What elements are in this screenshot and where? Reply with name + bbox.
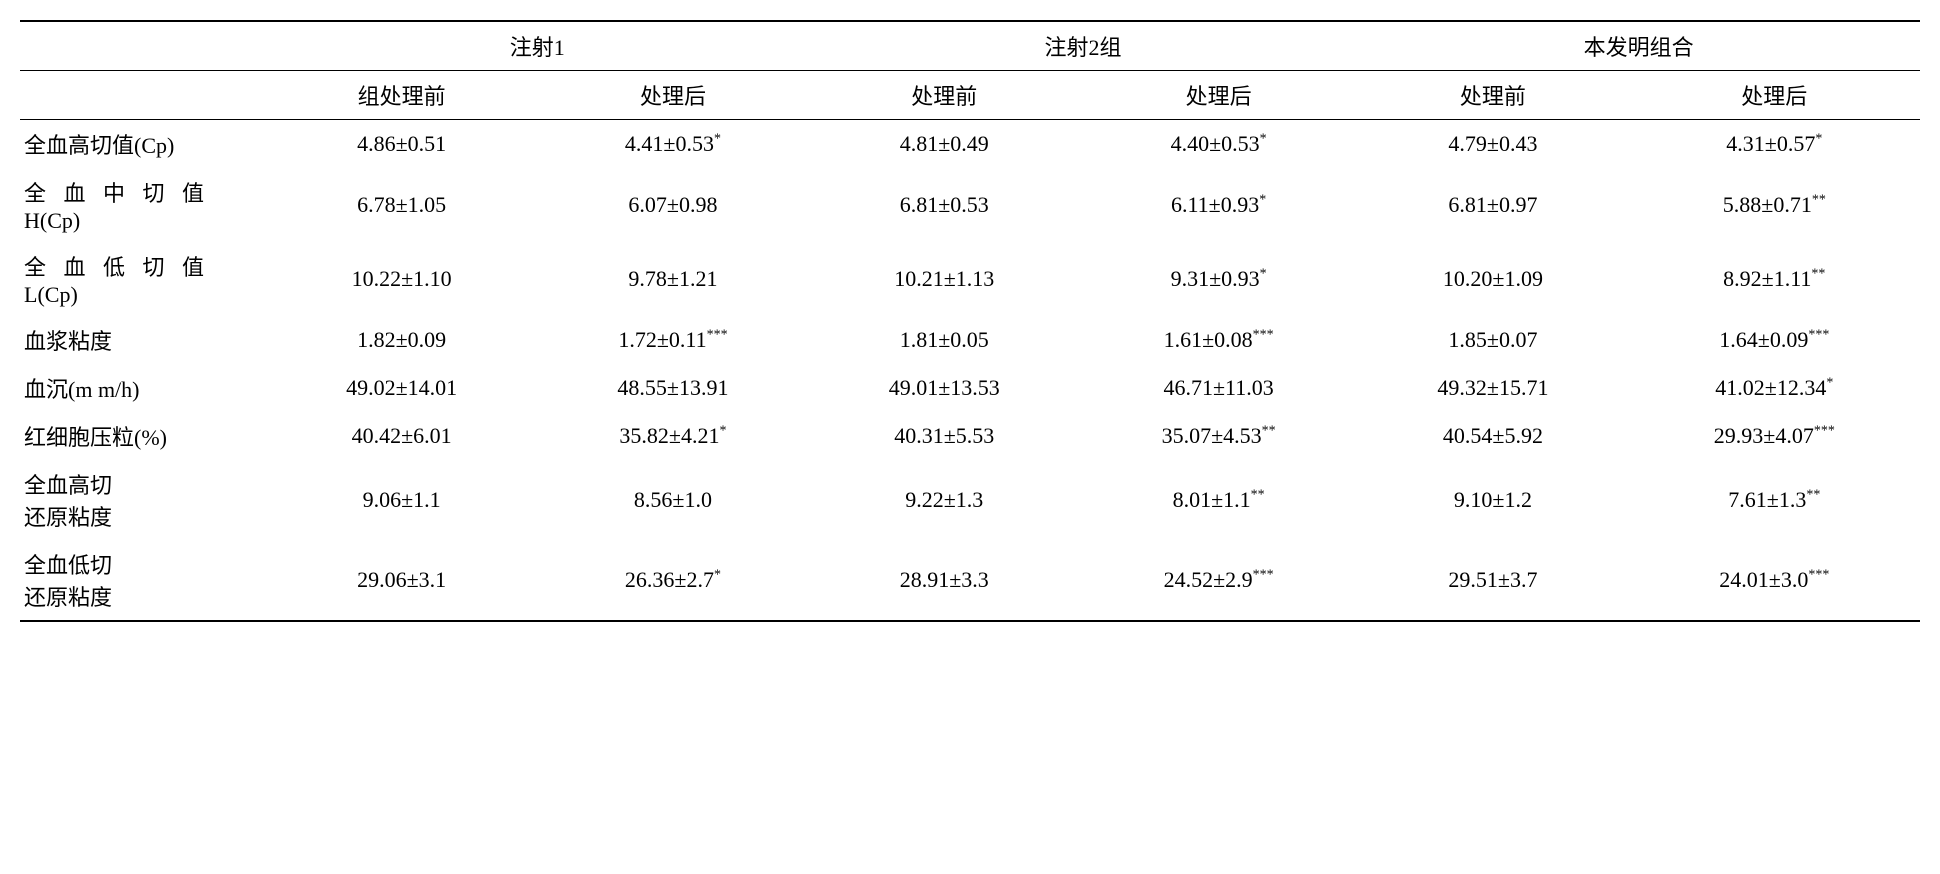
table-row: 血沉(m m/h)49.02±14.0148.55±13.9149.01±13.… — [20, 364, 1920, 412]
sub-header-4: 处理前 — [1357, 71, 1628, 120]
table-cell: 26.36±2.7* — [537, 540, 808, 621]
table-cell: 35.07±4.53** — [1080, 412, 1357, 460]
table-cell: 1.61±0.08*** — [1080, 316, 1357, 364]
table-cell: 24.01±3.0*** — [1629, 540, 1920, 621]
table-cell: 9.10±1.2 — [1357, 460, 1628, 540]
table-row: 全 血 中 切 值H(Cp)6.78±1.056.07±0.986.81±0.5… — [20, 168, 1920, 242]
table-row: 全血高切值(Cp)4.86±0.514.41±0.53*4.81±0.494.4… — [20, 120, 1920, 169]
group-header-1: 注射1 — [266, 21, 809, 71]
table-cell: 35.82±4.21* — [537, 412, 808, 460]
row-label: 血沉(m m/h) — [20, 364, 266, 412]
table-cell: 4.81±0.49 — [809, 120, 1080, 169]
table-cell: 8.56±1.0 — [537, 460, 808, 540]
group-header-3: 本发明组合 — [1357, 21, 1920, 71]
sub-header-2: 处理前 — [809, 71, 1080, 120]
table-cell: 41.02±12.34* — [1629, 364, 1920, 412]
table-cell: 1.82±0.09 — [266, 316, 537, 364]
table-row: 血浆粘度1.82±0.091.72±0.11***1.81±0.051.61±0… — [20, 316, 1920, 364]
sub-header-5: 处理后 — [1629, 71, 1920, 120]
table-cell: 1.85±0.07 — [1357, 316, 1628, 364]
table-cell: 4.41±0.53* — [537, 120, 808, 169]
group-header-row: 注射1 注射2组 本发明组合 — [20, 21, 1920, 71]
table-cell: 7.61±1.3** — [1629, 460, 1920, 540]
table-cell: 10.20±1.09 — [1357, 242, 1628, 316]
row-label: 全血高切值(Cp) — [20, 120, 266, 169]
sub-header-row: 组处理前 处理后 处理前 处理后 处理前 处理后 — [20, 71, 1920, 120]
table-cell: 40.42±6.01 — [266, 412, 537, 460]
table-cell: 8.01±1.1** — [1080, 460, 1357, 540]
table-cell: 29.51±3.7 — [1357, 540, 1628, 621]
sub-header-0: 组处理前 — [266, 71, 537, 120]
table-cell: 29.93±4.07*** — [1629, 412, 1920, 460]
table-cell: 49.32±15.71 — [1357, 364, 1628, 412]
sub-header-3: 处理后 — [1080, 71, 1357, 120]
table-cell: 1.64±0.09*** — [1629, 316, 1920, 364]
row-label: 全血低切还原粘度 — [20, 540, 266, 621]
row-label: 血浆粘度 — [20, 316, 266, 364]
table-cell: 8.92±1.11** — [1629, 242, 1920, 316]
table-cell: 24.52±2.9*** — [1080, 540, 1357, 621]
row-label: 全血高切还原粘度 — [20, 460, 266, 540]
table-cell: 9.22±1.3 — [809, 460, 1080, 540]
table-cell: 4.40±0.53* — [1080, 120, 1357, 169]
table-cell: 5.88±0.71** — [1629, 168, 1920, 242]
table-cell: 9.31±0.93* — [1080, 242, 1357, 316]
sub-header-empty — [20, 71, 266, 120]
header-empty — [20, 21, 266, 71]
table-cell: 29.06±3.1 — [266, 540, 537, 621]
table-row: 全血低切还原粘度29.06±3.126.36±2.7*28.91±3.324.5… — [20, 540, 1920, 621]
table-cell: 6.81±0.97 — [1357, 168, 1628, 242]
table-row: 全血高切还原粘度9.06±1.18.56±1.09.22±1.38.01±1.1… — [20, 460, 1920, 540]
row-label: 全 血 中 切 值H(Cp) — [20, 168, 266, 242]
table-cell: 6.78±1.05 — [266, 168, 537, 242]
table-cell: 9.06±1.1 — [266, 460, 537, 540]
table-cell: 28.91±3.3 — [809, 540, 1080, 621]
row-label: 全 血 低 切 值L(Cp) — [20, 242, 266, 316]
row-label: 红细胞压粒(%) — [20, 412, 266, 460]
table-cell: 9.78±1.21 — [537, 242, 808, 316]
table-cell: 1.72±0.11*** — [537, 316, 808, 364]
table-cell: 4.79±0.43 — [1357, 120, 1628, 169]
table-cell: 1.81±0.05 — [809, 316, 1080, 364]
table-cell: 46.71±11.03 — [1080, 364, 1357, 412]
table-row: 红细胞压粒(%)40.42±6.0135.82±4.21*40.31±5.533… — [20, 412, 1920, 460]
table-cell: 6.81±0.53 — [809, 168, 1080, 242]
group-header-2: 注射2组 — [809, 21, 1358, 71]
table-cell: 40.31±5.53 — [809, 412, 1080, 460]
table-cell: 6.07±0.98 — [537, 168, 808, 242]
table-cell: 4.86±0.51 — [266, 120, 537, 169]
table-cell: 10.22±1.10 — [266, 242, 537, 316]
table-cell: 40.54±5.92 — [1357, 412, 1628, 460]
sub-header-1: 处理后 — [537, 71, 808, 120]
table-cell: 49.02±14.01 — [266, 364, 537, 412]
table-cell: 6.11±0.93* — [1080, 168, 1357, 242]
table-cell: 49.01±13.53 — [809, 364, 1080, 412]
table-cell: 4.31±0.57* — [1629, 120, 1920, 169]
table-cell: 10.21±1.13 — [809, 242, 1080, 316]
table-cell: 48.55±13.91 — [537, 364, 808, 412]
table-row: 全 血 低 切 值L(Cp)10.22±1.109.78±1.2110.21±1… — [20, 242, 1920, 316]
table-body: 全血高切值(Cp)4.86±0.514.41±0.53*4.81±0.494.4… — [20, 120, 1920, 622]
data-table: 注射1 注射2组 本发明组合 组处理前 处理后 处理前 处理后 处理前 处理后 … — [20, 20, 1920, 622]
